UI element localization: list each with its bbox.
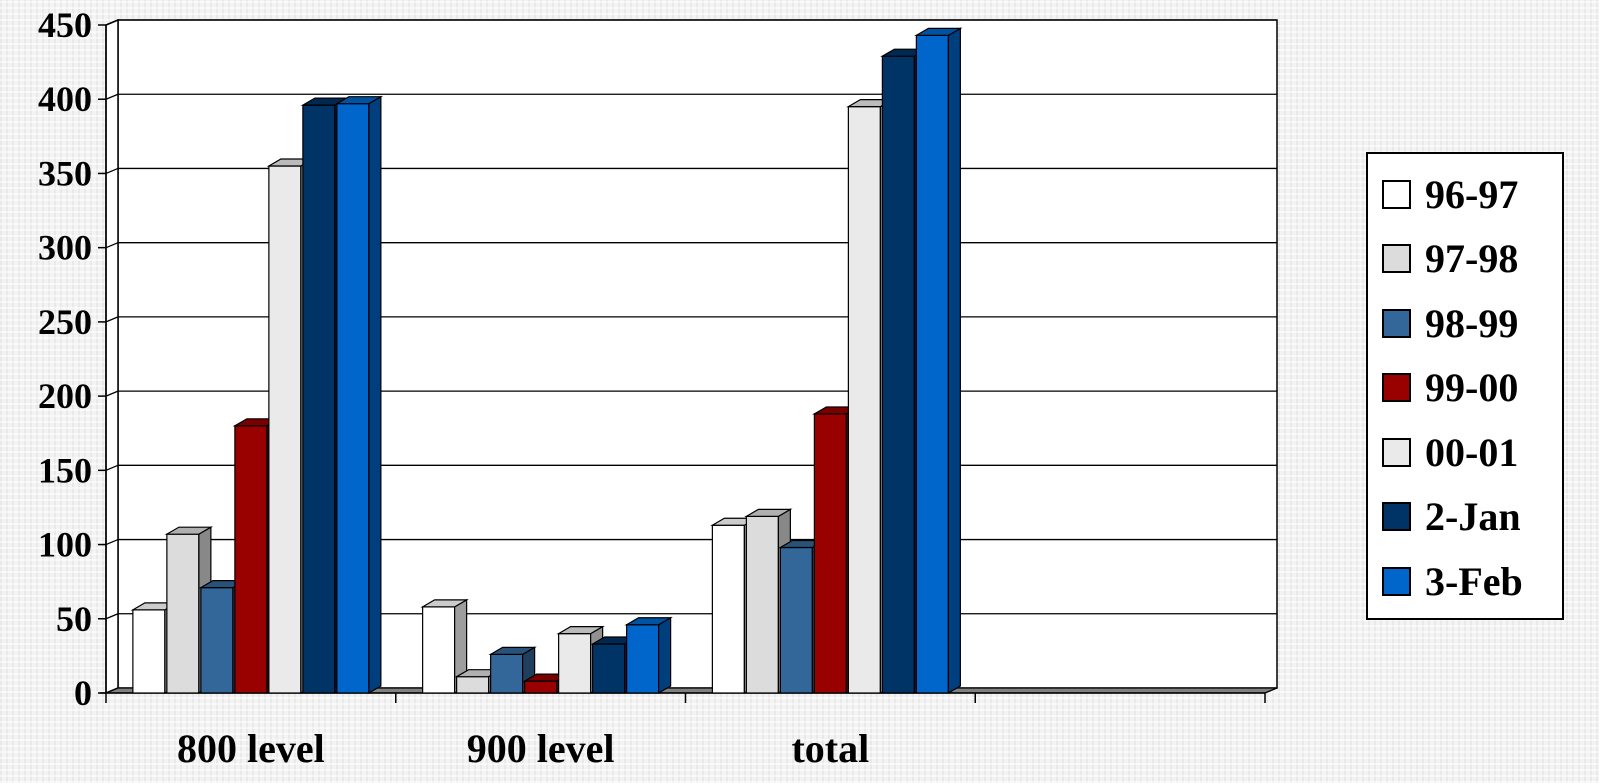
- bar-front: [268, 165, 302, 694]
- bar: [420, 598, 469, 695]
- gridline-side: [105, 316, 119, 323]
- bar-front: [490, 653, 524, 694]
- bar-top: [744, 508, 793, 517]
- y-tick-label: 400: [38, 79, 92, 119]
- gridline-side: [105, 464, 119, 471]
- gridline-side: [105, 538, 119, 546]
- legend-label: 3-Feb: [1425, 558, 1523, 604]
- bar: [914, 27, 963, 695]
- bar-front: [711, 524, 745, 694]
- bar-side: [947, 27, 961, 695]
- gridline-side: [105, 19, 119, 26]
- bar: [488, 646, 537, 695]
- legend-item: 96-97: [1368, 162, 1562, 227]
- legend-label: 96-97: [1425, 171, 1519, 217]
- legend-swatch: [1382, 244, 1411, 274]
- bars: [130, 27, 963, 695]
- bar-front: [626, 624, 660, 694]
- bar-front: [200, 587, 234, 694]
- bar-front: [745, 515, 779, 694]
- bar: [334, 95, 384, 695]
- bar-front: [558, 633, 592, 694]
- legend-item: 97-98: [1368, 227, 1562, 292]
- gridline-side: [105, 390, 119, 397]
- legend-swatch: [1382, 179, 1411, 209]
- bar-top: [420, 599, 469, 608]
- y-tick-label: 250: [38, 302, 92, 342]
- y-tick-label: 300: [38, 228, 92, 268]
- bar: [812, 405, 861, 695]
- bar-top: [624, 617, 673, 626]
- bar-top: [914, 27, 963, 36]
- legend-swatch: [1382, 308, 1411, 338]
- side-wall: [105, 18, 119, 695]
- bar-top: [488, 646, 537, 656]
- y-tick-label: 0: [74, 673, 92, 713]
- bar-front: [422, 606, 456, 694]
- y-axis-tick-labels: 0 50 100 150 200 250 300 350 400 450: [38, 5, 92, 713]
- legend-item: 98-99: [1368, 291, 1562, 356]
- bar: [624, 616, 673, 695]
- bar-front: [847, 106, 881, 694]
- legend-swatch: [1382, 502, 1411, 532]
- y-tick-label: 350: [38, 153, 92, 193]
- y-tick-label: 200: [38, 376, 92, 416]
- bar-top: [556, 626, 605, 635]
- legend-label: 00-01: [1425, 429, 1519, 475]
- gridline-side: [105, 93, 119, 100]
- y-tick-label: 450: [38, 5, 92, 45]
- y-tick-label: 50: [56, 599, 92, 639]
- bar-front: [302, 104, 336, 694]
- bar-front: [592, 643, 626, 694]
- legend-label: 98-99: [1425, 300, 1519, 346]
- x-category-label: 900 level: [467, 726, 615, 771]
- x-category-label: 800 level: [177, 726, 325, 771]
- x-category-label: total: [791, 726, 869, 771]
- gridline-side: [105, 242, 119, 249]
- bar-front: [524, 680, 558, 694]
- legend-item: 3-Feb: [1368, 549, 1562, 614]
- bar-front: [881, 55, 915, 694]
- y-tick-label: 150: [38, 450, 92, 490]
- legend-item: 00-01: [1368, 420, 1562, 485]
- legend-item: 99-00: [1368, 356, 1562, 421]
- bar-front: [234, 425, 268, 694]
- legend-swatch: [1382, 437, 1411, 467]
- bar-front: [779, 546, 813, 694]
- bar-front: [166, 533, 200, 694]
- bar-front: [813, 413, 847, 694]
- legend: 96-97 97-98 98-99 99-00 00-01 2-Jan 3-Feb: [1366, 152, 1564, 620]
- legend-swatch: [1382, 566, 1411, 596]
- x-axis-category-labels: 800 level 900 level total: [177, 726, 869, 771]
- legend-label: 2-Jan: [1425, 494, 1521, 540]
- gridline-side: [105, 613, 119, 620]
- legend-item: 2-Jan: [1368, 485, 1562, 550]
- legend-label: 99-00: [1425, 365, 1519, 411]
- bar-side: [658, 616, 672, 695]
- bar-top: [334, 96, 384, 105]
- legend-label: 97-98: [1425, 236, 1519, 282]
- bar-front: [456, 676, 490, 694]
- bar-side: [368, 95, 382, 695]
- y-tick-label: 100: [38, 525, 92, 565]
- bar-top: [164, 526, 214, 535]
- bar-front: [336, 103, 370, 694]
- gridline-side: [105, 167, 119, 175]
- bar-front: [132, 609, 166, 694]
- legend-swatch: [1382, 373, 1411, 403]
- bar-front: [915, 34, 949, 694]
